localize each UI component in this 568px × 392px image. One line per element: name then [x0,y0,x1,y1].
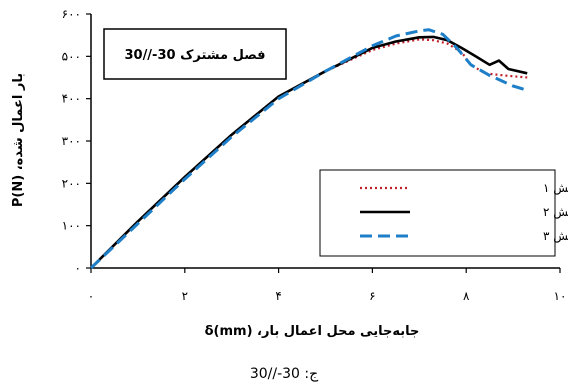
y-axis-title: بار اعمال شده، P(N) [11,73,26,207]
y-tick-label: ۰ [75,261,81,275]
legend-label-3: داده آزمایش ۳ [543,228,568,244]
y-tick-label: ۵۰۰ [62,49,81,63]
series-line-3 [89,28,528,270]
title-box: فصل مشترک 30-//30 [103,28,287,80]
y-tick-label: ۶۰۰ [62,7,81,21]
legend-frame [319,169,556,257]
axes-layer: ۰ ۱۰۰ ۲۰۰ ۳۰۰ ۴۰۰ ۵۰۰ ۶۰۰ ۰ ۲ ۴ ۶ ۸ ۱۰ [62,7,567,303]
figure-caption: ج: 30-//30 [250,366,319,382]
y-tick-label: ۴۰۰ [62,92,81,106]
x-tick-label: ۱۰ [554,289,567,303]
y-tick-label: ۳۰۰ [62,134,81,148]
x-tick-label: ۴ [275,289,281,303]
legend-label-1: داده آزمایش ۱ [543,180,568,196]
y-tick-label: ۲۰۰ [62,176,81,190]
x-tick-label: ۶ [369,289,375,303]
title-box-text: فصل مشترک 30-//30 [124,48,265,63]
series-line-1 [90,38,528,269]
y-tick-label: ۱۰۰ [62,219,81,233]
series-layer [89,28,528,270]
legend: داده آزمایش ۱ داده آزمایش ۲ داده آزمایش ۳ [319,169,568,257]
x-axis-title: جابه‌جایی محل اعمال بار، δ(mm) [205,324,420,339]
x-tick-label: ۰ [88,289,94,303]
x-tick-label: ۸ [463,289,470,303]
title-box-frame [103,28,287,80]
legend-label-2: داده آزمایش ۲ [543,204,568,220]
series-line-2 [90,35,528,269]
x-tick-label: ۲ [182,289,188,303]
